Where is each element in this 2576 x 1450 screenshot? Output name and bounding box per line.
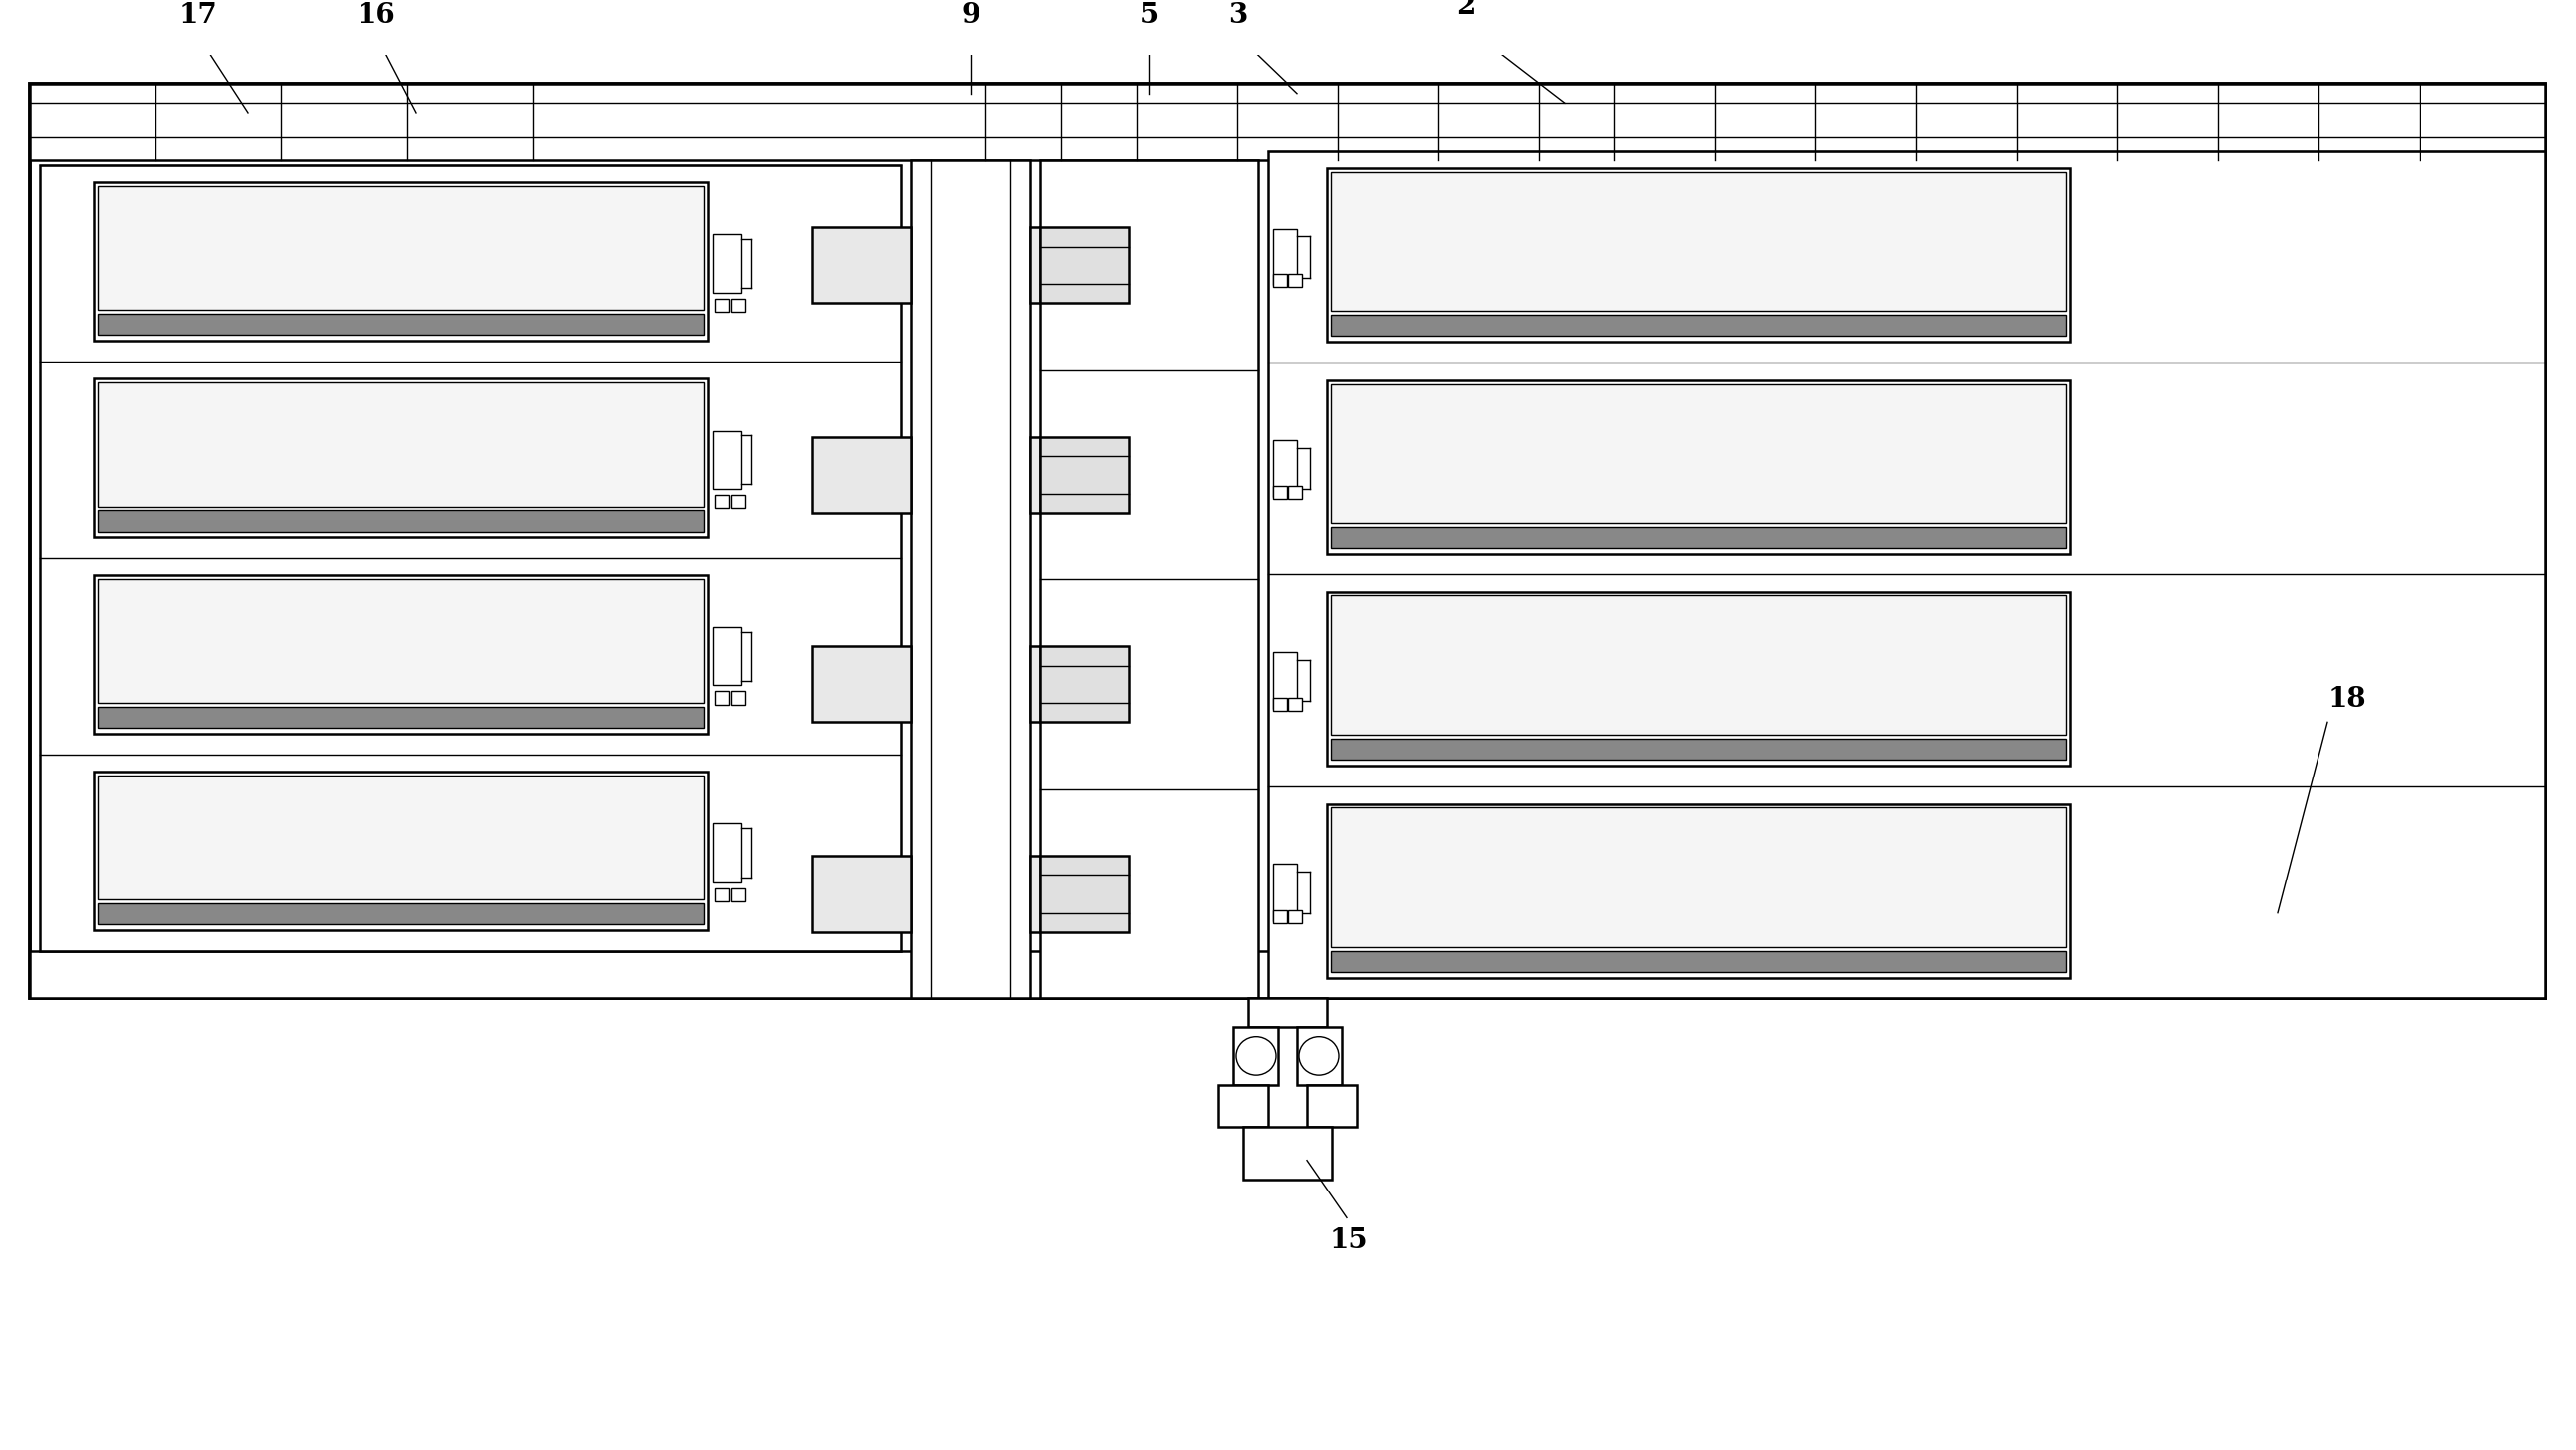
Bar	[716, 692, 729, 705]
Bar	[1273, 486, 1285, 499]
Bar	[95, 771, 708, 929]
Bar	[714, 431, 742, 489]
Bar	[1041, 436, 1128, 513]
Text: 5: 5	[1139, 3, 1159, 29]
Bar	[39, 165, 902, 951]
Bar	[1332, 740, 2066, 760]
Bar	[1218, 1085, 1267, 1127]
Bar	[1041, 856, 1128, 932]
Bar	[98, 776, 703, 899]
Bar	[95, 183, 708, 341]
Bar	[1273, 653, 1298, 709]
Bar	[1273, 441, 1298, 497]
Bar	[1273, 864, 1298, 921]
Bar	[1327, 592, 2071, 766]
Bar	[1267, 151, 2545, 999]
Bar	[98, 383, 703, 506]
Bar	[1041, 647, 1128, 722]
Bar	[1332, 173, 2066, 312]
Bar	[31, 84, 2545, 999]
Bar	[1327, 168, 2071, 342]
Text: 17: 17	[178, 3, 216, 29]
Bar	[714, 824, 742, 882]
Text: 2: 2	[1455, 0, 1476, 19]
Bar	[1288, 909, 1303, 924]
Bar	[1273, 228, 1298, 286]
Bar	[1332, 951, 2066, 972]
Bar	[1332, 808, 2066, 947]
Bar	[716, 496, 729, 509]
Bar	[811, 647, 912, 722]
Bar	[1234, 1027, 1278, 1085]
Text: 3: 3	[1229, 3, 1247, 29]
Bar	[811, 436, 912, 513]
Bar	[95, 576, 708, 734]
Bar	[1288, 697, 1303, 710]
Bar	[1030, 228, 1100, 303]
Bar	[1247, 999, 1327, 1027]
Bar	[31, 84, 2545, 161]
Bar	[732, 496, 744, 509]
Bar	[1332, 315, 2066, 336]
Bar	[1332, 528, 2066, 548]
Bar	[732, 887, 744, 902]
Bar	[912, 161, 1030, 999]
Bar	[714, 233, 742, 293]
Bar	[716, 299, 729, 312]
Bar	[98, 708, 703, 728]
Text: 9: 9	[961, 3, 979, 29]
Bar	[31, 951, 2545, 999]
Bar	[98, 579, 703, 703]
Bar	[1041, 228, 1128, 303]
Bar	[714, 626, 742, 686]
Bar	[1288, 274, 1303, 287]
Text: 18: 18	[2329, 686, 2367, 713]
Bar	[1030, 647, 1100, 722]
Bar	[1332, 596, 2066, 735]
Bar	[1244, 1127, 1332, 1179]
Bar	[1327, 803, 2071, 977]
Bar	[1030, 436, 1100, 513]
Text: 16: 16	[358, 3, 397, 29]
Bar	[1288, 486, 1303, 499]
Circle shape	[1298, 1037, 1340, 1074]
Bar	[732, 299, 744, 312]
Bar	[98, 903, 703, 924]
Bar	[1327, 380, 2071, 554]
Bar	[95, 378, 708, 537]
Bar	[716, 887, 729, 902]
Bar	[1332, 384, 2066, 523]
Bar	[1273, 274, 1285, 287]
Bar	[1273, 909, 1285, 924]
Bar	[1306, 1085, 1358, 1127]
Circle shape	[1236, 1037, 1275, 1074]
Bar	[1273, 697, 1285, 710]
Bar	[732, 692, 744, 705]
Bar	[1041, 161, 1257, 999]
Bar	[1298, 1027, 1342, 1085]
Bar	[811, 228, 912, 303]
Bar	[811, 856, 912, 932]
Bar	[98, 510, 703, 532]
Bar	[98, 186, 703, 310]
Bar	[98, 315, 703, 335]
Bar	[1030, 856, 1100, 932]
Text: 15: 15	[1329, 1227, 1368, 1254]
